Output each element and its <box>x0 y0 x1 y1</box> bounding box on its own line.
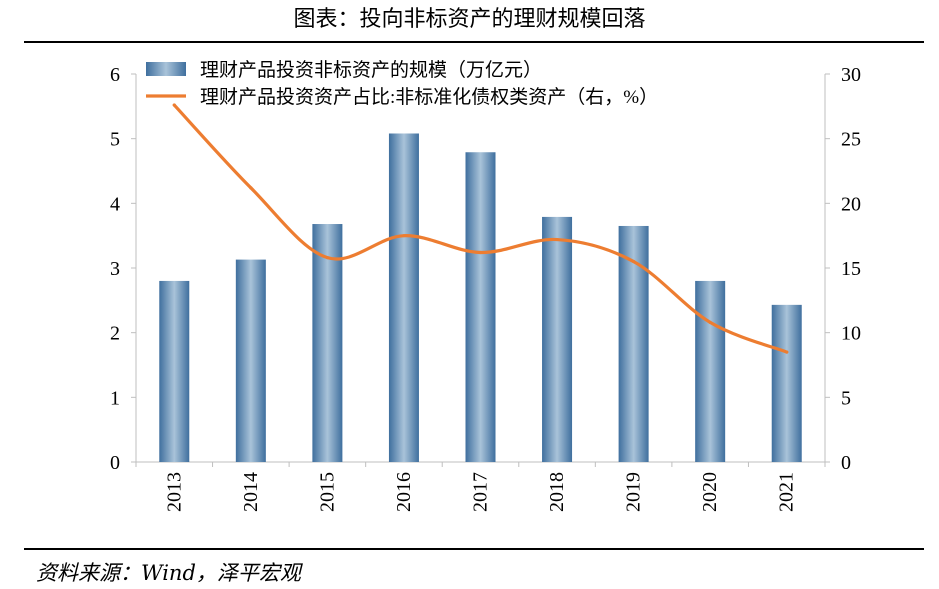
right-tick-label: 10 <box>841 323 861 345</box>
source-note: 资料来源：Wind，泽平宏观 <box>36 561 301 585</box>
bar <box>159 280 190 462</box>
left-tick-label: 4 <box>110 193 120 215</box>
bottom-rule <box>24 548 924 550</box>
legend-swatch-bar <box>146 62 186 76</box>
bar <box>388 133 419 462</box>
top-rule <box>24 41 924 43</box>
left-tick-label: 2 <box>110 323 120 345</box>
right-tick-label: 30 <box>841 64 861 86</box>
bar <box>695 280 726 462</box>
left-tick-label: 0 <box>110 452 120 474</box>
x-tick-label: 2013 <box>163 472 185 512</box>
right-tick-label: 5 <box>841 387 851 409</box>
bar <box>771 304 802 462</box>
left-tick-label: 5 <box>110 129 120 151</box>
left-tick-label: 1 <box>110 387 120 409</box>
left-tick-label: 3 <box>110 258 120 280</box>
line-point <box>402 234 406 238</box>
legend-label-line: 理财产品投资资产占比:非标准化债权类资产（右，%） <box>200 86 658 108</box>
legend: 理财产品投资非标资产的规模（万亿元） 理财产品投资资产占比:非标准化债权类资产（右… <box>146 59 658 108</box>
line-point <box>172 103 176 107</box>
line-path <box>172 103 789 354</box>
figure-title: 图表：投向非标资产的理财规模回落 <box>293 7 646 32</box>
x-tick-label: 2018 <box>546 472 568 512</box>
line-point <box>249 186 253 190</box>
legend-label-bar: 理财产品投资非标资产的规模（万亿元） <box>200 59 542 81</box>
line-point <box>478 250 483 255</box>
right-tick-label: 15 <box>841 258 861 280</box>
bar <box>235 259 266 462</box>
x-tick-label: 2019 <box>623 472 645 512</box>
line-series <box>172 103 789 354</box>
line-point <box>632 259 636 264</box>
x-tick-label: 2017 <box>470 472 492 512</box>
x-tick-label: 2016 <box>393 472 415 512</box>
line-point <box>785 350 789 354</box>
x-tick-label: 2020 <box>699 472 721 512</box>
right-tick-label: 0 <box>841 452 851 474</box>
right-tick-label: 20 <box>841 193 861 215</box>
bar <box>312 224 343 462</box>
bar <box>542 216 573 462</box>
bar <box>465 152 496 462</box>
line-point <box>325 256 329 260</box>
bar <box>618 225 649 462</box>
x-tick-label: 2015 <box>316 472 338 512</box>
bar-series <box>159 133 802 462</box>
x-tick-label: 2021 <box>776 472 798 512</box>
x-tick-label: 2014 <box>240 472 262 512</box>
line-point <box>555 237 559 242</box>
left-tick-label: 6 <box>110 64 120 86</box>
right-tick-label: 25 <box>841 129 861 151</box>
line-point <box>708 320 712 324</box>
